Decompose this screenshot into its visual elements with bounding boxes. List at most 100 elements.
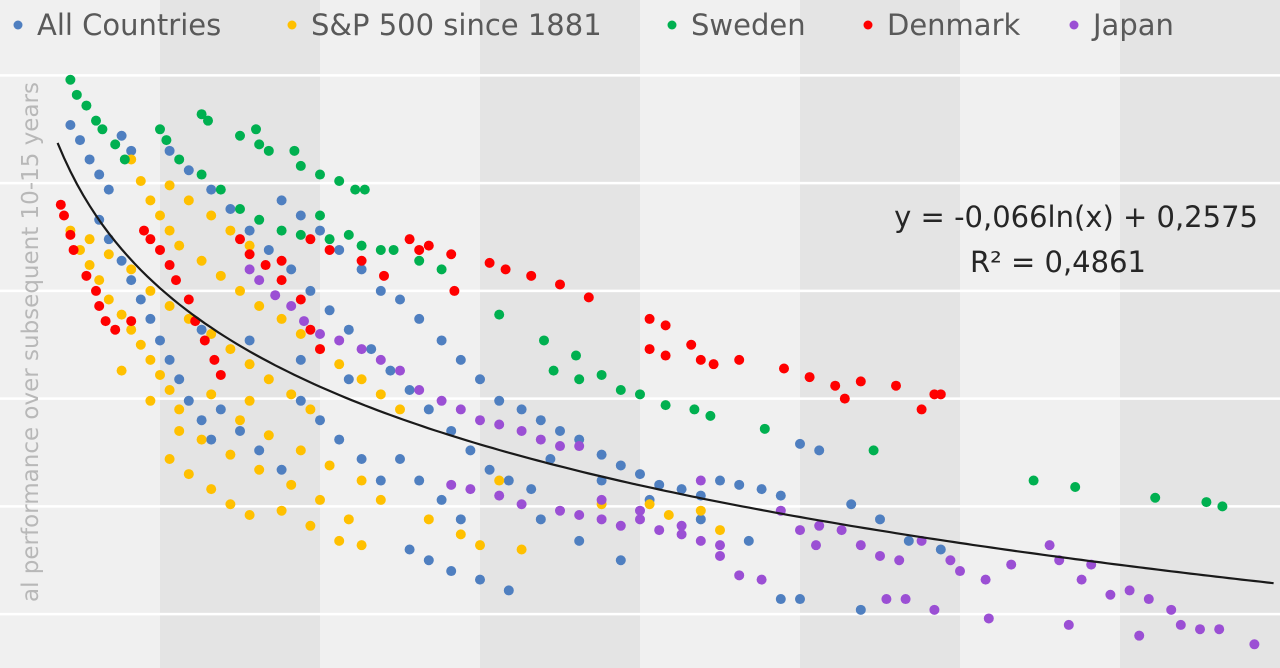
- data-point: [900, 594, 911, 605]
- data-point: [695, 354, 706, 365]
- data-point: [635, 389, 645, 400]
- data-point: [814, 445, 825, 456]
- data-point: [65, 229, 76, 240]
- data-point: [225, 449, 236, 460]
- data-point: [375, 389, 386, 400]
- data-point: [423, 555, 434, 566]
- data-point: [305, 324, 316, 335]
- data-point: [263, 244, 274, 255]
- data-point: [196, 415, 207, 426]
- data-point: [84, 234, 95, 245]
- data-point: [455, 529, 466, 540]
- data-point: [516, 544, 527, 555]
- data-point: [206, 184, 217, 195]
- data-point: [171, 275, 181, 286]
- data-point: [715, 540, 725, 551]
- data-point: [289, 145, 300, 156]
- data-point: [174, 154, 185, 165]
- data-point: [235, 415, 245, 426]
- data-point: [94, 300, 105, 311]
- data-point: [708, 359, 719, 370]
- data-point: [535, 514, 546, 525]
- data-point: [251, 124, 261, 135]
- data-point: [855, 604, 866, 615]
- trendline-r2: R² = 0,4861: [970, 245, 1146, 279]
- data-point: [334, 535, 345, 546]
- data-point: [164, 354, 175, 365]
- data-points: [55, 74, 1260, 650]
- trendline-equation: y = -0,066ln(x) + 0,2575: [894, 200, 1258, 234]
- data-point: [654, 479, 665, 490]
- data-point: [59, 210, 69, 221]
- data-point: [980, 574, 991, 585]
- data-point: [145, 313, 156, 324]
- data-point: [756, 484, 767, 495]
- data-point: [404, 544, 415, 555]
- data-point: [110, 324, 121, 335]
- y-axis-label: al performance over subsequent 10-15 yea…: [18, 82, 44, 602]
- data-point: [1217, 501, 1228, 512]
- data-point: [1175, 619, 1186, 630]
- data-point: [756, 574, 767, 585]
- data-point: [225, 499, 236, 510]
- data-point: [449, 285, 460, 296]
- data-point: [263, 145, 274, 156]
- background-band: [160, 0, 320, 668]
- data-point: [94, 275, 105, 286]
- data-point: [366, 344, 377, 355]
- data-point: [343, 374, 354, 385]
- data-point: [55, 199, 66, 210]
- data-point: [660, 400, 671, 411]
- data-point: [891, 380, 901, 391]
- data-point: [116, 130, 127, 141]
- data-point: [100, 316, 111, 327]
- data-point: [244, 249, 255, 260]
- series-japan: [244, 264, 1260, 650]
- data-point: [1195, 624, 1205, 635]
- data-point: [494, 309, 505, 320]
- data-point: [116, 365, 127, 376]
- data-point: [535, 434, 546, 445]
- data-point: [126, 324, 137, 335]
- data-point: [276, 505, 287, 516]
- data-point: [164, 225, 175, 236]
- data-point: [385, 365, 396, 376]
- data-point: [196, 109, 207, 120]
- data-point: [91, 115, 101, 126]
- data-point: [414, 255, 425, 266]
- series-sweden: [65, 74, 1228, 512]
- data-point: [276, 225, 287, 236]
- data-point: [644, 499, 655, 510]
- data-point: [555, 441, 565, 452]
- data-point: [583, 292, 594, 303]
- data-point: [596, 494, 607, 505]
- data-point: [446, 479, 457, 490]
- data-point: [244, 240, 255, 251]
- data-point: [356, 540, 367, 551]
- background-band: [1120, 0, 1280, 668]
- legend-marker: [13, 20, 23, 30]
- legend-label: Denmark: [887, 8, 1020, 42]
- data-point: [334, 335, 345, 346]
- data-point: [235, 285, 245, 296]
- data-point: [465, 445, 476, 456]
- data-point: [356, 264, 367, 275]
- data-point: [244, 264, 255, 275]
- data-point: [206, 484, 217, 495]
- data-point: [423, 240, 434, 251]
- data-point: [276, 464, 287, 475]
- data-point: [503, 585, 514, 596]
- data-point: [164, 145, 175, 156]
- data-point: [235, 204, 245, 215]
- data-point: [494, 419, 505, 430]
- data-point: [596, 369, 607, 380]
- series-s-p-500-since-1881: [65, 154, 725, 555]
- legend-marker: [287, 20, 297, 30]
- data-point: [388, 244, 399, 255]
- data-point: [689, 404, 700, 415]
- data-point: [155, 244, 165, 255]
- data-point: [855, 540, 866, 551]
- data-point: [324, 244, 335, 255]
- data-point: [615, 555, 626, 566]
- data-point: [644, 313, 655, 324]
